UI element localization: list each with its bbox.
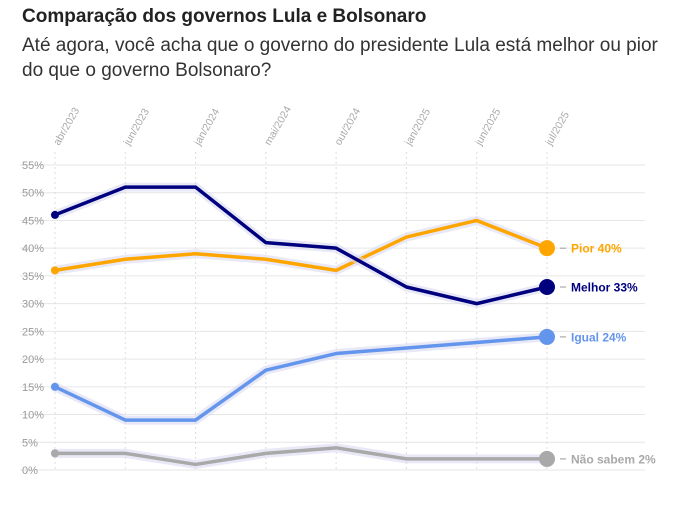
series-start-point <box>51 266 59 275</box>
chart-title: Comparação dos governos Lula e Bolsonaro <box>22 6 427 27</box>
x-tick-label: mai/2024 <box>262 104 294 148</box>
end-label: Pior 40% <box>571 242 622 256</box>
x-tick-label: out/2024 <box>332 106 363 148</box>
y-tick-label: 40% <box>22 243 44 255</box>
y-tick-label: 20% <box>22 354 44 366</box>
y-tick-label: 15% <box>22 382 44 394</box>
series-group <box>50 182 555 469</box>
end-label: Melhor 33% <box>571 281 638 295</box>
y-tick-label: 35% <box>22 271 44 283</box>
y-tick-label: 0% <box>22 465 38 477</box>
series-line <box>53 446 549 467</box>
series-line <box>53 335 549 422</box>
series-line <box>53 185 549 306</box>
series-line <box>53 218 549 273</box>
end-label: Igual 24% <box>571 330 627 344</box>
series-start-point <box>51 210 59 219</box>
series-halo <box>50 332 552 425</box>
x-tick-label: jun/2023 <box>121 106 152 148</box>
x-tick-label: abr/2023 <box>51 105 82 147</box>
y-axis: 55% 50% 45% 40% 35% 30% 25% 20% 15% 10% 5% 0% <box>22 160 44 477</box>
x-tick-label: jan/2025 <box>402 106 433 148</box>
series-end-point <box>539 328 555 345</box>
chart-subtitle: Até agora, você acha que o governo do pr… <box>22 35 658 81</box>
x-tick-label: jul/2025 <box>543 110 572 149</box>
series-end-point <box>539 240 555 257</box>
series-end-point <box>539 450 555 467</box>
y-tick-label: 55% <box>22 160 44 172</box>
series-end-point <box>539 279 555 295</box>
y-tick-label: 30% <box>22 299 44 311</box>
x-axis: abr/2023 jun/2023 jan/2024 mai/2024 out/2024… <box>51 104 572 148</box>
end-labels: Pior 40% Melhor 33% Igual 24% Não sabem 2% <box>560 242 656 466</box>
x-tick-label: jan/2024 <box>191 106 222 148</box>
end-label: Não sabem 2% <box>571 452 656 466</box>
y-tick-label: 5% <box>22 437 38 449</box>
y-tick-label: 25% <box>22 326 44 338</box>
x-tick-label: jun/2025 <box>472 106 503 148</box>
series-start-point <box>51 382 59 391</box>
y-tick-label: 45% <box>22 215 44 227</box>
series-start-point <box>51 449 59 458</box>
y-tick-label: 10% <box>22 410 44 422</box>
y-tick-label: 50% <box>22 188 44 200</box>
grid-lines <box>20 152 645 471</box>
